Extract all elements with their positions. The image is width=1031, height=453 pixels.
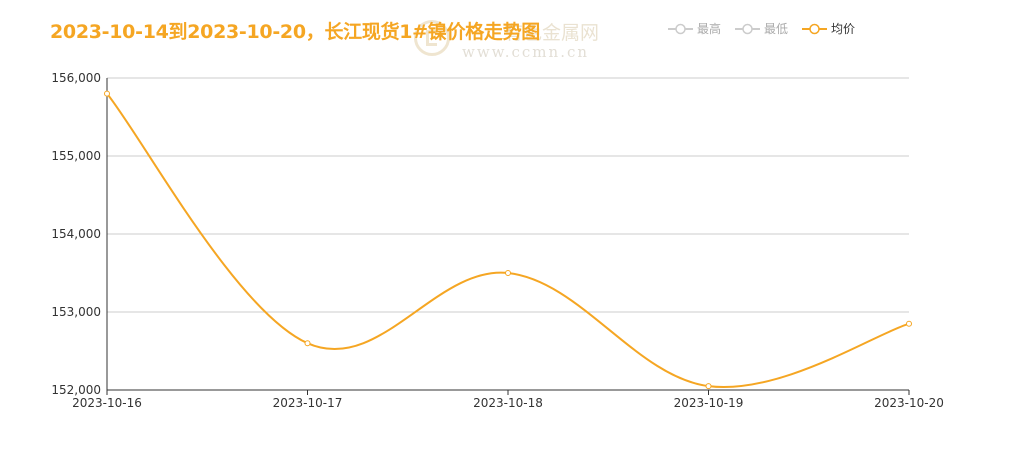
y-tick-label: 154,000 xyxy=(51,227,101,241)
y-axis-tick-labels: 152,000 153,000 154,000 155,000 156,000 xyxy=(51,71,101,397)
watermark: 有色金属网 www.ccmn.cn xyxy=(414,16,614,66)
data-point[interactable] xyxy=(104,90,110,97)
legend-line-circle-icon xyxy=(802,23,828,34)
x-tick-label: 2023-10-17 xyxy=(273,396,343,410)
data-point[interactable] xyxy=(906,320,912,327)
legend-item-low[interactable]: 最低 xyxy=(735,20,788,37)
y-tick-label: 152,000 xyxy=(51,383,101,397)
series-line xyxy=(106,92,910,389)
x-tick-label: 2023-10-19 xyxy=(674,396,744,410)
data-point[interactable] xyxy=(304,340,311,347)
legend-item-high[interactable]: 最高 xyxy=(668,20,721,37)
x-axis-ticks xyxy=(106,390,910,395)
x-axis-tick-labels: 2023-10-16 2023-10-17 2023-10-18 2023-10-19… xyxy=(72,396,944,410)
watermark-url: www.ccmn.cn xyxy=(462,43,590,61)
y-tick-label: 155,000 xyxy=(51,149,101,163)
legend-label-avg: 均价 xyxy=(831,22,856,36)
legend-label-high: 最高 xyxy=(697,22,722,36)
y-tick-label: 156,000 xyxy=(51,71,101,85)
y-tick-label: 153,000 xyxy=(51,305,101,319)
legend-line-circle-icon xyxy=(668,23,693,34)
x-tick-label: 2023-10-18 xyxy=(473,396,543,410)
data-point[interactable] xyxy=(705,383,712,390)
x-tick-label: 2023-10-20 xyxy=(874,396,944,410)
legend-label-low: 最低 xyxy=(764,22,789,36)
x-tick-label: 2023-10-16 xyxy=(72,396,142,410)
chart-title: 2023-10-14到2023-10-20，长江现货1#镍价格走势图 xyxy=(50,21,541,43)
legend-item-avg[interactable]: 均价 xyxy=(802,20,855,37)
data-point[interactable] xyxy=(505,270,511,276)
watermark-name: 有色金属网 xyxy=(504,22,600,44)
watermark-logo-icon xyxy=(414,20,450,56)
series-group xyxy=(104,90,912,390)
grid-lines xyxy=(107,77,909,313)
legend: 最高 最低 均价 xyxy=(668,20,855,37)
legend-line-circle-icon xyxy=(735,23,761,34)
